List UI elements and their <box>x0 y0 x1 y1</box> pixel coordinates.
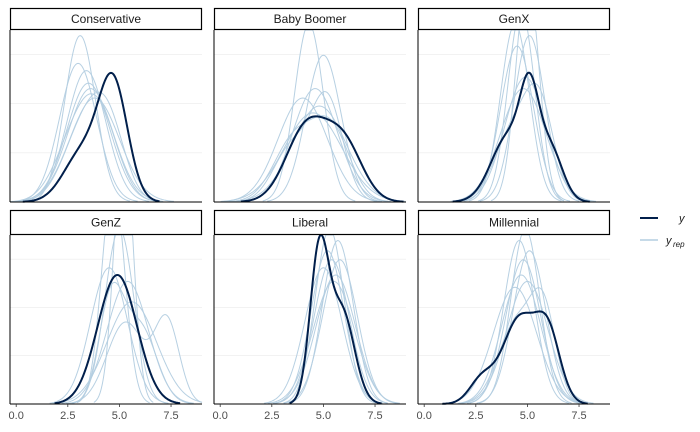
facet-strip-label: Liberal <box>292 216 328 230</box>
yrep-density-line <box>9 93 161 203</box>
yrep-density-line <box>476 250 583 404</box>
yrep-density-line <box>18 91 162 203</box>
legend: yy rep <box>640 213 686 249</box>
facet-strip-label: Conservative <box>71 12 141 26</box>
facet-panel-baby-boomer: Baby Boomer <box>213 7 407 203</box>
yrep-density-line <box>18 62 138 202</box>
facet-strip <box>417 209 611 236</box>
yrep-density-line <box>223 97 383 202</box>
y-density-line <box>289 234 382 405</box>
facet-panel-conservative: Conservative <box>9 7 203 203</box>
x-tick-label: 5.0 <box>112 410 127 422</box>
yrep-density-line <box>283 259 397 404</box>
yrep-density-line <box>232 91 378 203</box>
yrep-density-line <box>66 314 203 405</box>
yrep-density-line <box>61 280 194 404</box>
yrep-density-line <box>17 88 164 202</box>
y-density-line <box>452 71 590 203</box>
yrep-density-line <box>457 287 584 405</box>
x-tick-label: 2.5 <box>264 410 279 422</box>
facet-strip <box>9 7 203 31</box>
x-tick-label: 0.0 <box>417 410 432 422</box>
yrep-density-line <box>490 29 564 202</box>
yrep-density-line <box>458 274 585 404</box>
facet-panel-genz: GenZ 0.0 2.5 5.0 7.5 <box>9 209 203 422</box>
facet-strip-label: Millennial <box>489 216 539 230</box>
y-density-line <box>54 273 181 405</box>
facet-strip <box>213 209 407 236</box>
yrep-density-line <box>450 88 597 202</box>
x-tick-label: 5.0 <box>520 410 535 422</box>
facet-panel-genx: GenX <box>417 7 611 203</box>
x-tick-label: 7.5 <box>367 410 382 422</box>
yrep-density-line <box>267 280 400 404</box>
yrep-density-line <box>263 267 383 404</box>
facet-strip <box>417 7 611 31</box>
facet-strip <box>213 7 407 31</box>
x-tick-label: 7.5 <box>163 410 178 422</box>
y-density-line <box>22 71 160 203</box>
facet-panel-liberal: Liberal 0.0 2.5 5.0 7.5 <box>213 209 407 422</box>
x-tick-label: 7.5 <box>571 410 586 422</box>
yrep-density-line <box>445 286 585 404</box>
x-tick-label: 0.0 <box>9 410 24 422</box>
yrep-density-line <box>275 259 388 404</box>
yrep-density-line <box>459 76 592 202</box>
yrep-density-line <box>288 240 388 404</box>
facet-strip-label: GenX <box>499 12 530 26</box>
facet-strip-label: GenZ <box>91 216 121 230</box>
facet-strip-label: Baby Boomer <box>274 12 347 26</box>
yrep-density-line <box>15 97 174 202</box>
yrep-density-line <box>267 54 380 202</box>
legend-label-sub: rep <box>673 240 685 249</box>
yrep-density-line <box>479 35 580 202</box>
yrep-density-line <box>23 70 150 202</box>
yrep-density-line <box>49 267 169 404</box>
facet-strip <box>9 209 203 236</box>
facet-panel-millennial: Millennial 0.0 2.5 5.0 7.5 <box>417 209 611 422</box>
y-density-line <box>240 115 404 203</box>
x-tick-label: 2.5 <box>468 410 483 422</box>
x-tick-label: 5.0 <box>316 410 331 422</box>
yrep-density-line <box>233 105 406 202</box>
legend-label-y: y <box>678 213 686 225</box>
y-density-line <box>442 310 588 405</box>
yrep-density-line <box>464 45 571 202</box>
yrep-density-line <box>220 112 406 202</box>
yrep-density-line <box>228 115 392 203</box>
x-tick-label: 2.5 <box>60 410 75 422</box>
x-tick-label: 0.0 <box>213 410 228 422</box>
legend-label-yrep: y <box>665 235 673 247</box>
